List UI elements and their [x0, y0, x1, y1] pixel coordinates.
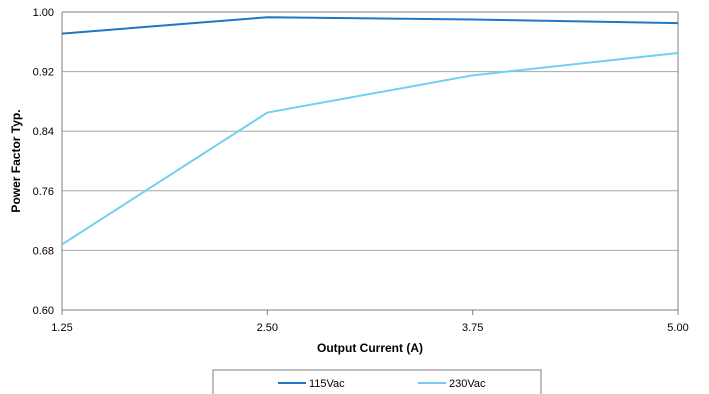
y-axis-title: Power Factor Typ.: [9, 109, 23, 212]
series-line-230vac: [61, 51, 679, 246]
y-tick-label-3: 0.84: [33, 126, 54, 138]
legend: 115Vac 230Vac: [212, 369, 542, 394]
x-tick-label-2: 3.75: [462, 322, 483, 334]
y-tick-label-2: 0.76: [33, 186, 54, 198]
tick-labels: 0.60 0.68 0.76 0.84 0.92 1.00 1.25 2.50 3.75 5.00: [33, 7, 689, 334]
y-tick-label-4: 0.92: [33, 67, 54, 79]
series-line-115vac: [61, 16, 679, 35]
x-tick-label-1: 2.50: [257, 322, 278, 334]
legend-box: [212, 369, 542, 394]
y-tick-label-0: 0.60: [33, 305, 54, 317]
legend-label-230vac: 230Vac: [449, 378, 486, 390]
y-tick-label-1: 0.68: [33, 245, 54, 257]
x-axis-title: Output Current (A): [317, 341, 423, 355]
legend-label-115vac: 115Vac: [309, 378, 345, 390]
x-tick-label-3: 5.00: [667, 322, 688, 334]
gridlines: [61, 11, 679, 315]
series-lines: [61, 16, 679, 246]
x-tick-label-0: 1.25: [51, 322, 72, 334]
plot-area: [62, 12, 678, 310]
y-tick-label-5: 1.00: [33, 7, 54, 19]
